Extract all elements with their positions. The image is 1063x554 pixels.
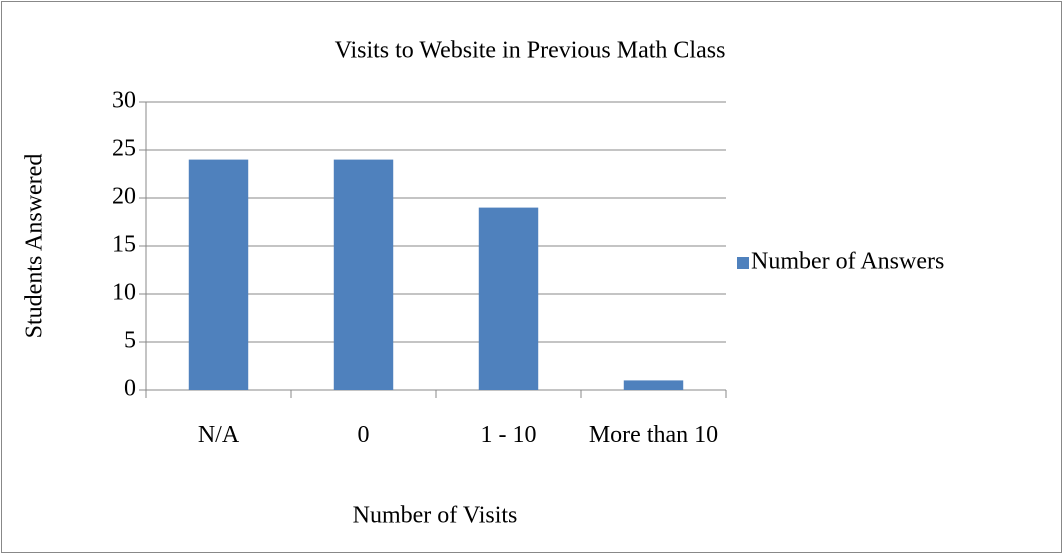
y-tick-label: 10 xyxy=(112,280,136,306)
y-tick-label: 15 xyxy=(112,232,136,258)
y-tick-label: 20 xyxy=(112,184,136,210)
x-axis-label: Number of Visits xyxy=(353,503,518,529)
x-tick-label: More than 10 xyxy=(588,422,719,448)
x-tick-label: 0 xyxy=(357,422,370,448)
bar xyxy=(478,207,539,390)
x-tick-label: N/A xyxy=(197,422,240,448)
y-tick-label: 5 xyxy=(124,328,136,354)
bar xyxy=(623,380,684,390)
y-tick-label: 0 xyxy=(124,376,136,402)
y-tick-label: 25 xyxy=(112,136,136,162)
chart-title: Visits to Website in Previous Math Class xyxy=(335,38,726,64)
y-axis-label: Students Answered xyxy=(22,154,48,339)
bar xyxy=(188,159,249,390)
bar xyxy=(333,159,394,390)
x-tick-label: 1 - 10 xyxy=(480,422,537,448)
legend-label: Number of Answers xyxy=(751,249,944,275)
y-tick-label: 30 xyxy=(112,88,136,114)
legend-swatch xyxy=(737,257,749,269)
